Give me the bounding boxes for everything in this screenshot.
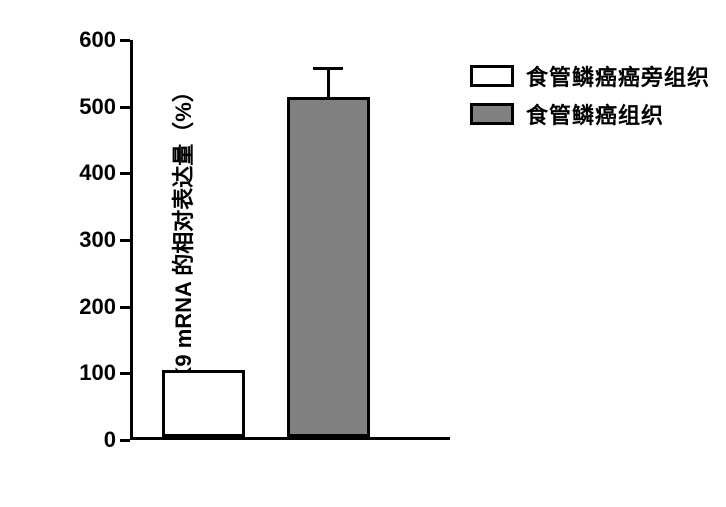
bar-adjacent-tissue — [162, 370, 245, 437]
y-axis-line — [130, 40, 133, 440]
y-tick-label: 300 — [79, 227, 116, 253]
y-tick — [120, 106, 130, 109]
y-tick-label: 500 — [79, 94, 116, 120]
y-tick — [120, 239, 130, 242]
plot-area — [130, 40, 450, 440]
x-axis-line — [130, 437, 450, 440]
y-tick — [120, 439, 130, 442]
legend-item: 食管鳞癌组织 — [470, 98, 710, 130]
legend-swatch — [470, 103, 514, 125]
legend-label: 食管鳞癌组织 — [526, 98, 664, 130]
error-bar-line — [327, 67, 330, 100]
y-tick — [120, 372, 130, 375]
bar-tumor-tissue — [287, 97, 370, 437]
bar-chart: PCSK9 mRNA 的相对表达量（%） 食管鳞癌癌旁组织食管鳞癌组织 0100… — [0, 0, 726, 507]
y-tick — [120, 172, 130, 175]
y-tick-label: 400 — [79, 160, 116, 186]
y-tick — [120, 306, 130, 309]
y-tick-label: 600 — [79, 27, 116, 53]
error-bar-cap — [313, 67, 343, 70]
y-tick — [120, 39, 130, 42]
legend: 食管鳞癌癌旁组织食管鳞癌组织 — [470, 60, 710, 136]
legend-item: 食管鳞癌癌旁组织 — [470, 60, 710, 92]
y-tick-label: 200 — [79, 294, 116, 320]
legend-swatch — [470, 65, 514, 87]
y-tick-label: 100 — [79, 360, 116, 386]
legend-label: 食管鳞癌癌旁组织 — [526, 60, 710, 92]
y-tick-label: 0 — [104, 427, 116, 453]
